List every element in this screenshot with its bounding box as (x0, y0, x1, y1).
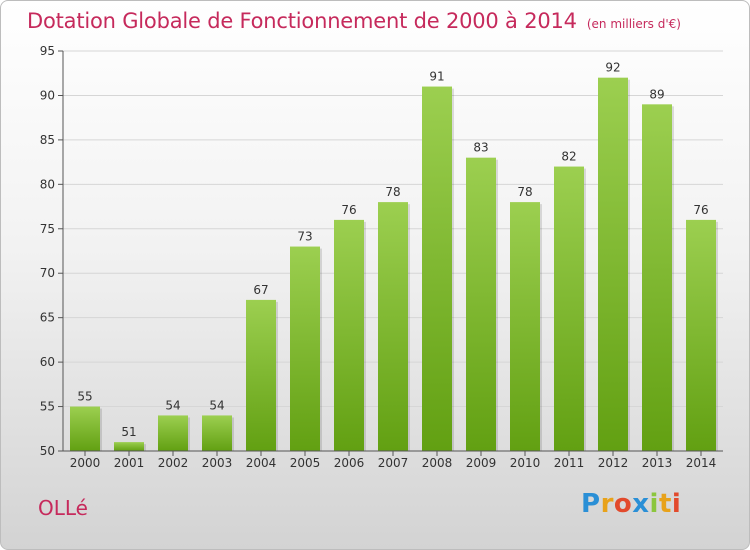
data-label: 89 (649, 87, 664, 101)
data-label: 73 (297, 230, 312, 244)
x-tick-label: 2003 (202, 456, 233, 470)
data-label: 76 (693, 203, 708, 217)
x-tick-label: 2004 (246, 456, 277, 470)
y-tick-label: 55 (40, 400, 55, 414)
commune-name: OLLé (38, 496, 88, 520)
logo-letter: P (581, 489, 601, 519)
bar[interactable] (114, 442, 144, 451)
x-tick-label: 2002 (158, 456, 189, 470)
y-tick-label: 85 (40, 133, 55, 147)
data-label: 54 (165, 398, 180, 412)
logo-letter: r (600, 489, 614, 519)
bar[interactable] (70, 406, 100, 451)
y-tick-label: 60 (40, 355, 55, 369)
bar[interactable] (290, 246, 320, 451)
data-label: 51 (121, 425, 136, 439)
y-tick-label: 80 (40, 177, 55, 191)
data-label: 76 (341, 203, 356, 217)
data-label: 78 (385, 185, 400, 199)
data-label: 82 (561, 150, 576, 164)
x-tick-label: 2010 (510, 456, 541, 470)
y-tick-label: 65 (40, 311, 55, 325)
y-tick-label: 50 (40, 444, 55, 458)
bar[interactable] (378, 202, 408, 451)
proxiti-logo[interactable]: Proxiti (581, 489, 681, 519)
data-label: 54 (209, 398, 224, 412)
data-label: 91 (429, 70, 444, 84)
x-tick-label: 2001 (114, 456, 145, 470)
chart-title: Dotation Globale de Fonctionnement de 20… (27, 9, 681, 33)
x-tick-label: 2013 (642, 456, 673, 470)
bar[interactable] (246, 299, 276, 451)
x-tick-label: 2009 (466, 456, 497, 470)
title-text: Dotation Globale de Fonctionnement de 20… (27, 9, 577, 33)
bar[interactable] (642, 104, 672, 451)
bar[interactable] (466, 157, 496, 451)
logo-letter: i (671, 489, 682, 519)
bar[interactable] (158, 415, 188, 451)
logo-letter: o (613, 489, 633, 519)
x-tick-label: 2006 (334, 456, 365, 470)
logo-letter: i (649, 489, 659, 519)
data-label: 67 (253, 283, 268, 297)
bar[interactable] (334, 219, 364, 451)
axes: 50 55 60 65 70 75 80 85 90 95 2000 2001 2002 2003 2004… (40, 44, 723, 470)
bar[interactable] (554, 166, 584, 452)
y-tick-label: 95 (40, 44, 55, 58)
y-tick-label: 75 (40, 222, 55, 236)
data-label: 78 (517, 185, 532, 199)
bar[interactable] (598, 77, 628, 452)
data-label: 55 (77, 390, 92, 404)
bar[interactable] (510, 202, 540, 451)
logo-letter: x (632, 489, 650, 519)
bar[interactable] (202, 415, 232, 451)
data-label: 92 (605, 61, 620, 75)
unit-label: (en milliers d'€) (586, 17, 681, 31)
bars: 55 51 54 54 67 73 76 78 91 83 78 82 92 89 76 (70, 61, 718, 452)
x-tick-label: 2005 (290, 456, 321, 470)
x-tick-label: 2011 (554, 456, 585, 470)
data-label: 83 (473, 141, 488, 155)
bar[interactable] (422, 86, 452, 452)
logo-letter: t (658, 489, 672, 519)
x-tick-label: 2014 (686, 456, 717, 470)
bar[interactable] (686, 219, 716, 451)
x-tick-label: 2000 (70, 456, 101, 470)
x-tick-label: 2008 (422, 456, 453, 470)
y-tick-label: 90 (40, 88, 55, 102)
x-tick-label: 2012 (598, 456, 629, 470)
x-tick-label: 2007 (378, 456, 409, 470)
y-tick-label: 70 (40, 266, 55, 280)
